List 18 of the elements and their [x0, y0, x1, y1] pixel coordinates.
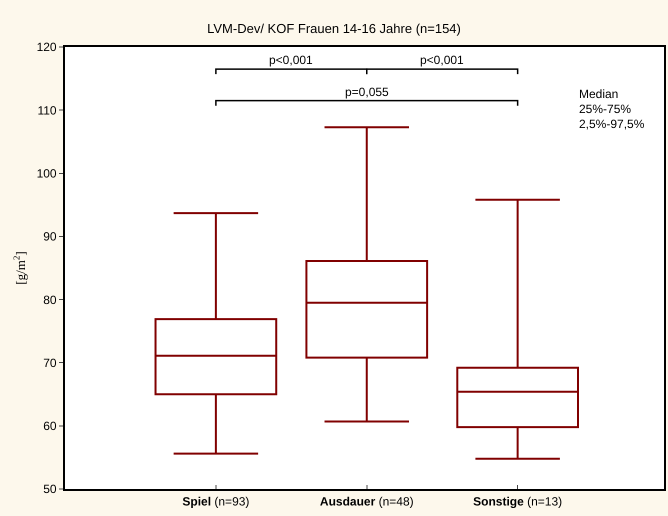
annotation: p=0,055 [345, 85, 390, 99]
y-tick-label: 70 [43, 356, 57, 370]
annotation: p<0,001 [269, 53, 314, 67]
y-tick-label: 110 [37, 103, 57, 118]
annotation: 2,5%-97,5% [579, 117, 645, 131]
annotation: p<0,001 [420, 53, 464, 67]
y-tick-label: 50 [43, 482, 57, 496]
y-tick-label: 120 [36, 40, 57, 54]
x-tick-label: Sonstige (n=13) [473, 494, 562, 508]
y-tick-label: 80 [43, 292, 57, 307]
annotation: Median [579, 87, 618, 101]
y-tick-label: 100 [36, 166, 57, 180]
x-tick-label: Spiel (n=93) [182, 494, 250, 508]
chart-title: LVM-Dev/ KOF Frauen 14-16 Jahre (n=154) [207, 20, 461, 36]
annotation: 25%-75% [579, 102, 632, 116]
y-tick-label: 60 [43, 419, 57, 434]
x-tick-label: Ausdauer (n=48) [320, 494, 414, 508]
y-tick-label: 90 [43, 230, 57, 244]
